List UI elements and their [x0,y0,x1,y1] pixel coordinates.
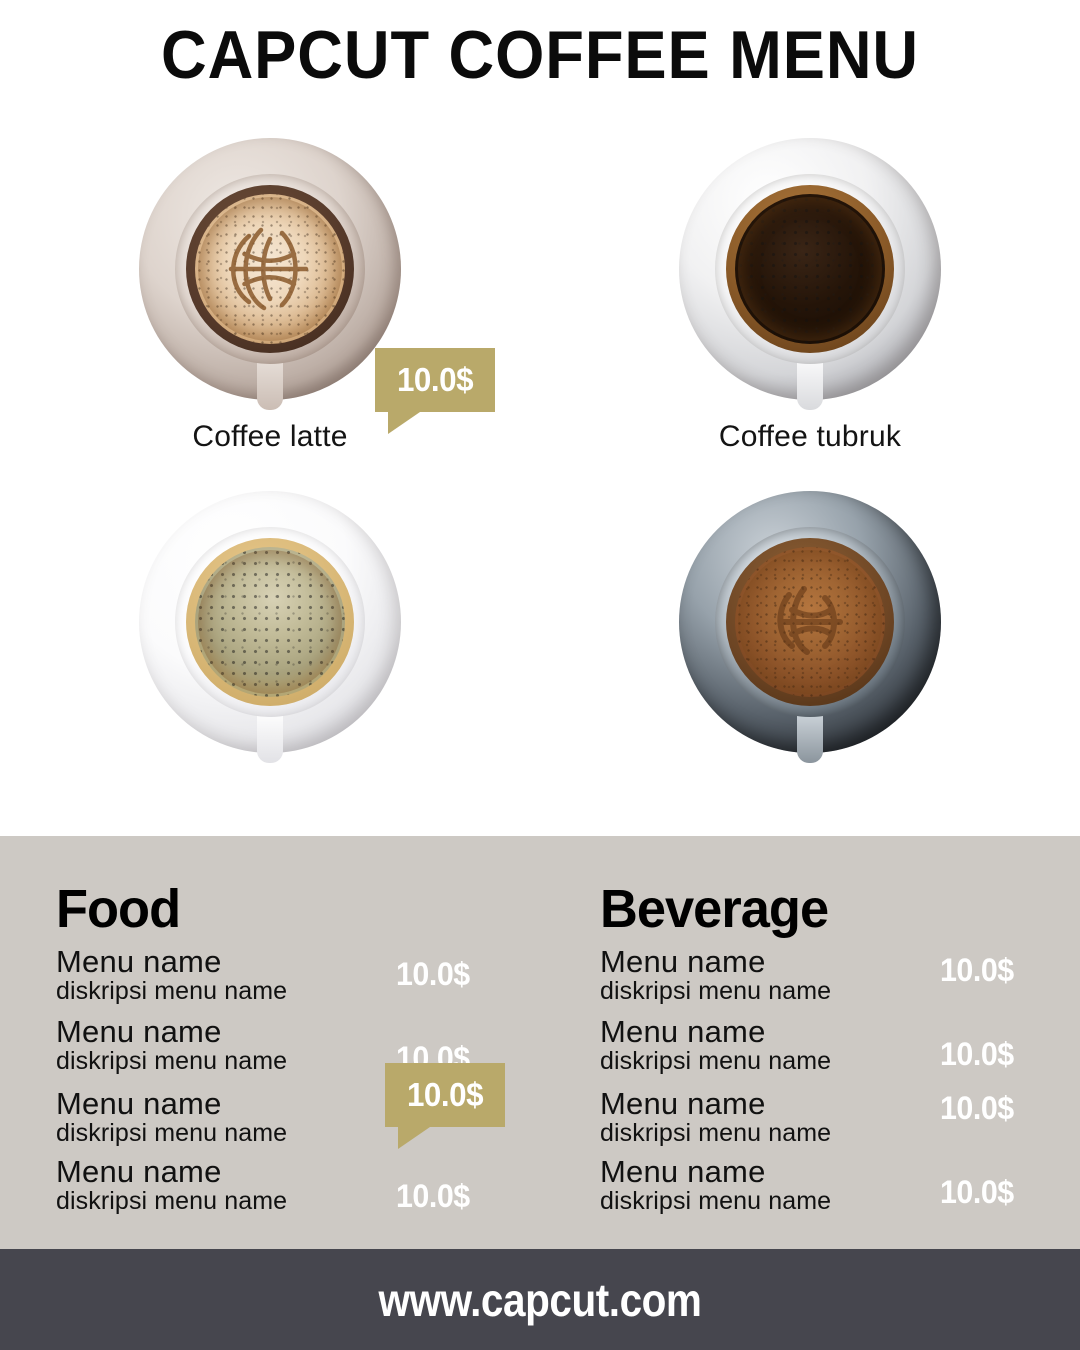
coffee-cup-latte-topdown-image [139,138,401,410]
crema-ring [198,550,342,694]
menu-item-row[interactable]: Menu name diskripsi menu name 10.0$ [600,1016,1080,1088]
menu-item-price: 10.0$ [940,952,1014,988]
coffee-cup-black-topdown-image [679,138,941,410]
menu-item-description: diskripsi menu name [56,1186,288,1215]
menu-item-description: diskripsi menu name [600,1118,832,1147]
cup-handle [257,358,283,410]
price-value: 10.0$ [406,1076,484,1113]
menu-item-row[interactable]: Menu name diskripsi menu name 10.0$ [56,946,536,1016]
menu-panel: Food Menu name diskripsi menu name 10.0$… [0,836,1080,1249]
coffee-cup-chocolate-topdown-image [679,491,941,763]
menu-column-beverage: Beverage Menu name diskripsi menu name 1… [600,882,1080,1226]
product-card[interactable]: 10.0$ Coffee coklat [540,483,1080,1166]
menu-item-row[interactable]: Menu name diskripsi menu name 10.0$ [56,1156,536,1226]
page-title: CAPCUT COFFEE MENU [160,17,920,93]
coffee-surface [195,547,345,697]
menu-item-name: Menu name [600,944,766,979]
menu-item-row[interactable]: Menu name diskripsi menu name 10.0$ [600,1156,1080,1226]
product-name: Coffee latte [192,420,348,453]
menu-item-price: 10.0$ [940,1174,1014,1210]
footer-bar: www.capcut.com [0,1249,1080,1350]
product-grid: 10.0$ Coffee latte 10.0$ Coffee tubruk [0,130,1080,1166]
foam-texture [735,194,885,344]
product-card[interactable]: 10.0$ Coffee latte [0,130,540,483]
menu-item-name: Menu name [56,1014,222,1049]
menu-item-row[interactable]: Menu name diskripsi menu name 10.0$ [600,946,1080,1016]
menu-item-description: diskripsi menu name [56,1046,288,1075]
website-url[interactable]: www.capcut.com [378,1273,702,1326]
menu-item-name: Menu name [56,944,222,979]
price-value: 10.0$ [396,361,474,398]
coffee-cup-machiato-topdown-image [139,491,401,763]
menu-item-name: Menu name [56,1086,222,1121]
product-card[interactable]: 10.0$ Coffee tubruk [540,130,1080,483]
menu-item-price: 10.0$ [396,956,470,992]
menu-column-food: Food Menu name diskripsi menu name 10.0$… [56,882,536,1226]
menu-item-description: diskripsi menu name [56,976,288,1005]
menu-item-price: 10.0$ [396,1178,470,1214]
menu-item-price: 10.0$ [940,1090,1014,1126]
price-tag: 10.0$ [385,1063,505,1149]
foam-texture [195,547,345,697]
menu-item-price: 10.0$ [940,1036,1014,1072]
price-tag-tail [388,412,420,434]
menu-item-row[interactable]: Menu name diskripsi menu name 10.0$ [56,1016,536,1088]
menu-item-row[interactable]: Menu name diskripsi menu name 10.0$ [600,1088,1080,1156]
price-tag-tail [398,1127,430,1149]
cup-handle [797,711,823,763]
crema-ring [738,197,882,341]
coffee-surface [735,194,885,344]
menu-item-name: Menu name [600,1014,766,1049]
coffee-surface [735,547,885,697]
menu-item-description: diskripsi menu name [600,976,832,1005]
section-heading-food: Food [56,879,181,939]
crema-ring [198,197,342,341]
price-tag: 10.0$ [375,348,495,434]
menu-item-description: diskripsi menu name [56,1118,288,1147]
crema-ring [738,550,882,694]
cup-handle [257,711,283,763]
menu-item-description: diskripsi menu name [600,1186,832,1215]
coffee-surface [195,194,345,344]
menu-item-name: Menu name [56,1154,222,1189]
product-name: Coffee tubruk [718,420,902,453]
section-heading-beverage: Beverage [600,879,829,939]
cup-handle [797,358,823,410]
menu-item-name: Menu name [600,1086,766,1121]
product-card[interactable]: 10.0$ Coffee machiato [0,483,540,1166]
menu-item-description: diskripsi menu name [600,1046,832,1075]
menu-item-name: Menu name [600,1154,766,1189]
